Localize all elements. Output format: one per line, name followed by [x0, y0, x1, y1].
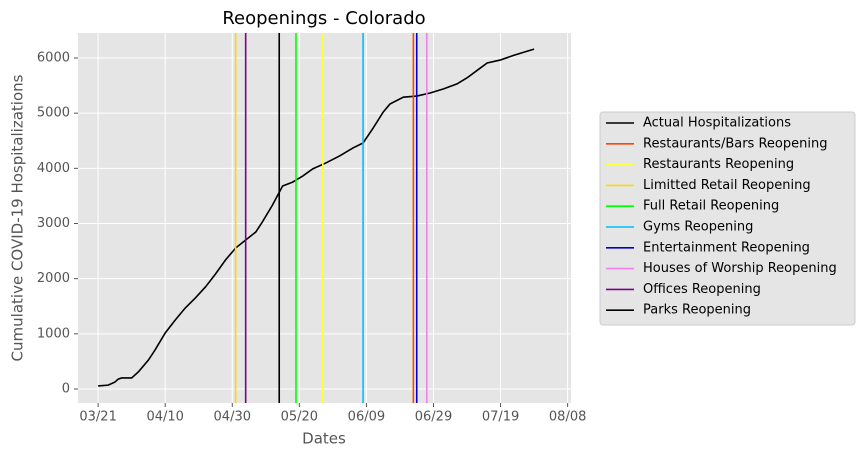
legend — [599, 111, 856, 326]
legend-label: Houses of Worship Reopening — [643, 261, 837, 276]
y-tick-label: 1000 — [37, 326, 70, 341]
legend-label: Restaurants/Bars Reopening — [643, 136, 827, 151]
x-axis-label: Dates — [302, 430, 346, 448]
y-axis-label: Cumulative COVID-19 Hospitalizations — [9, 74, 27, 361]
x-tick-label: 06/09 — [348, 410, 385, 425]
legend-label: Actual Hospitalizations — [643, 116, 791, 131]
x-tick-label: 07/19 — [482, 410, 519, 425]
y-tick-label: 0 — [62, 381, 70, 396]
x-tick-label: 03/21 — [79, 410, 116, 425]
y-tick-label: 4000 — [37, 161, 70, 176]
y-tick-label: 6000 — [37, 50, 70, 65]
chart-title: Reopenings - Colorado — [222, 8, 425, 29]
legend-label: Limitted Retail Reopening — [643, 178, 811, 193]
y-tick-label: 2000 — [37, 271, 70, 286]
x-tick-label: 04/30 — [214, 410, 251, 425]
x-tick-label: 05/20 — [281, 410, 318, 425]
data-line — [98, 48, 535, 387]
x-tick-label: 06/29 — [415, 410, 452, 425]
legend-label: Gyms Reopening — [643, 220, 753, 235]
x-tick-label: 08/08 — [549, 410, 586, 425]
y-tick-label: 5000 — [37, 106, 70, 121]
legend-label: Parks Reopening — [643, 303, 751, 318]
legend-label: Offices Reopening — [643, 282, 761, 297]
plot-area — [78, 33, 571, 403]
legend-label: Entertainment Reopening — [643, 240, 810, 255]
legend-label: Full Retail Reopening — [643, 199, 779, 214]
y-tick-label: 3000 — [37, 216, 70, 231]
x-tick-label: 04/10 — [146, 410, 183, 425]
legend-label: Restaurants Reopening — [643, 157, 794, 172]
